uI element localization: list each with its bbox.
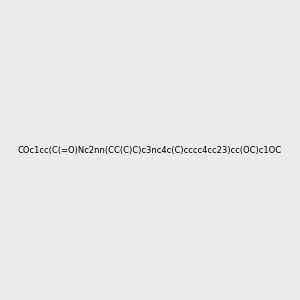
Text: COc1cc(C(=O)Nc2nn(CC(C)C)c3nc4c(C)cccc4cc23)cc(OC)c1OC: COc1cc(C(=O)Nc2nn(CC(C)C)c3nc4c(C)cccc4c… [18,146,282,154]
